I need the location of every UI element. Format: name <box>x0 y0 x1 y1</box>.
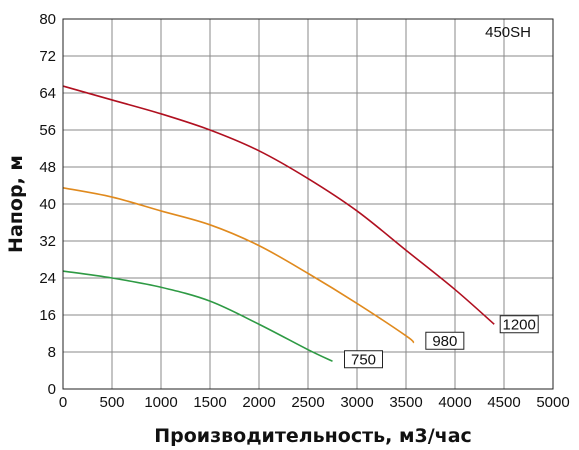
y-tick-label: 48 <box>39 159 56 176</box>
x-tick-label: 1500 <box>193 394 226 411</box>
y-axis-title: Напор, м <box>5 155 27 253</box>
series-label-box <box>499 315 539 334</box>
series-label-text: 1200 <box>503 316 536 333</box>
series-label-box <box>344 350 383 369</box>
series-line-750 <box>62 270 333 362</box>
x-tick-label: 2000 <box>242 394 275 411</box>
x-tick-label: 4000 <box>438 394 471 411</box>
y-tick-label: 64 <box>39 85 56 102</box>
series-line-980 <box>62 187 415 344</box>
x-tick-label: 3500 <box>389 394 422 411</box>
series-label-1200: 1200 <box>499 315 539 334</box>
y-tick-label: 24 <box>39 270 56 287</box>
x-axis-title: Производительность, м3/час <box>154 425 472 447</box>
ticks-group: 0 500 1000 1500 2000 2500 3000 3500 4000 4500 5000… <box>39 11 569 411</box>
y-tick-label: 56 <box>39 122 56 139</box>
series-label-980: 980 <box>425 331 465 350</box>
y-tick-label: 40 <box>39 196 56 213</box>
y-tick-label: 32 <box>39 233 56 250</box>
series-label-text: 750 <box>351 351 376 368</box>
x-tick-label: 2500 <box>291 394 324 411</box>
y-tick-label: 72 <box>39 48 56 65</box>
x-tick-label: 500 <box>99 394 124 411</box>
series-group: 1200 980 750 <box>62 85 539 369</box>
y-tick-label: 0 <box>48 381 56 398</box>
y-tick-label: 16 <box>39 307 56 324</box>
plot-frame <box>62 18 554 390</box>
x-tick-label: 4500 <box>487 394 520 411</box>
series-label-box <box>425 331 465 350</box>
x-tick-label: 3000 <box>340 394 373 411</box>
series-label-750: 750 <box>344 350 383 369</box>
y-tick-label: 8 <box>48 344 56 361</box>
series-line-1200 <box>62 85 495 325</box>
x-tick-label: 5000 <box>536 394 569 411</box>
series-label-text: 980 <box>432 333 457 350</box>
x-tick-label: 1000 <box>144 394 177 411</box>
x-tick-label: 0 <box>59 394 67 411</box>
y-tick-label: 80 <box>39 11 56 28</box>
model-label: 450SH <box>485 24 531 41</box>
